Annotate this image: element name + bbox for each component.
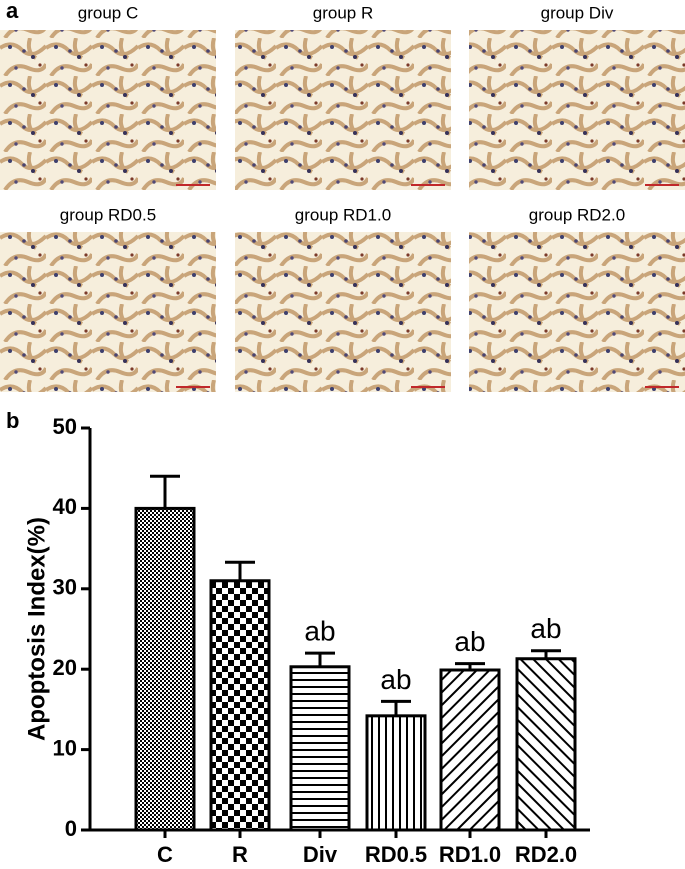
y-axis-label: Apoptosis Index(%): [23, 517, 50, 741]
x-tick-label: R: [232, 842, 248, 867]
bar: [515, 657, 577, 832]
y-tick-label: 40: [53, 494, 77, 519]
x-tick-label: C: [157, 842, 173, 867]
y-tick-label: 10: [53, 735, 77, 760]
y-tick-label: 0: [65, 816, 77, 841]
x-tick-label: RD1.0: [439, 842, 501, 867]
bar: [134, 506, 196, 832]
micrograph: [235, 232, 451, 392]
x-tick-label: Div: [303, 842, 338, 867]
micrograph-title: group R: [313, 3, 373, 22]
micrograph: [469, 30, 685, 190]
annotation: ab: [380, 664, 411, 695]
x-tick-label: RD0.5: [365, 842, 427, 867]
annotation: ab: [530, 613, 561, 644]
micrograph: [469, 232, 685, 392]
micrograph-title: group RD0.5: [60, 205, 156, 224]
bar: [365, 714, 427, 832]
panel-label: a: [6, 0, 19, 23]
micrograph-title: group RD2.0: [529, 205, 625, 224]
micrograph-title: group Div: [541, 3, 614, 22]
y-tick-label: 50: [53, 414, 77, 439]
y-tick-label: 30: [53, 575, 77, 600]
y-tick-label: 20: [53, 655, 77, 680]
micrograph: [0, 232, 216, 392]
annotation: ab: [454, 626, 485, 657]
panel-label: b: [6, 408, 19, 433]
x-tick-label: RD2.0: [515, 842, 577, 867]
annotation: ab: [304, 616, 335, 647]
micrograph-title: group C: [78, 3, 138, 22]
bar: [439, 668, 501, 832]
bar: [289, 665, 351, 832]
micrograph: [235, 30, 451, 190]
bar: [209, 579, 271, 832]
micrograph-title: group RD1.0: [295, 205, 391, 224]
micrograph: [0, 30, 216, 190]
